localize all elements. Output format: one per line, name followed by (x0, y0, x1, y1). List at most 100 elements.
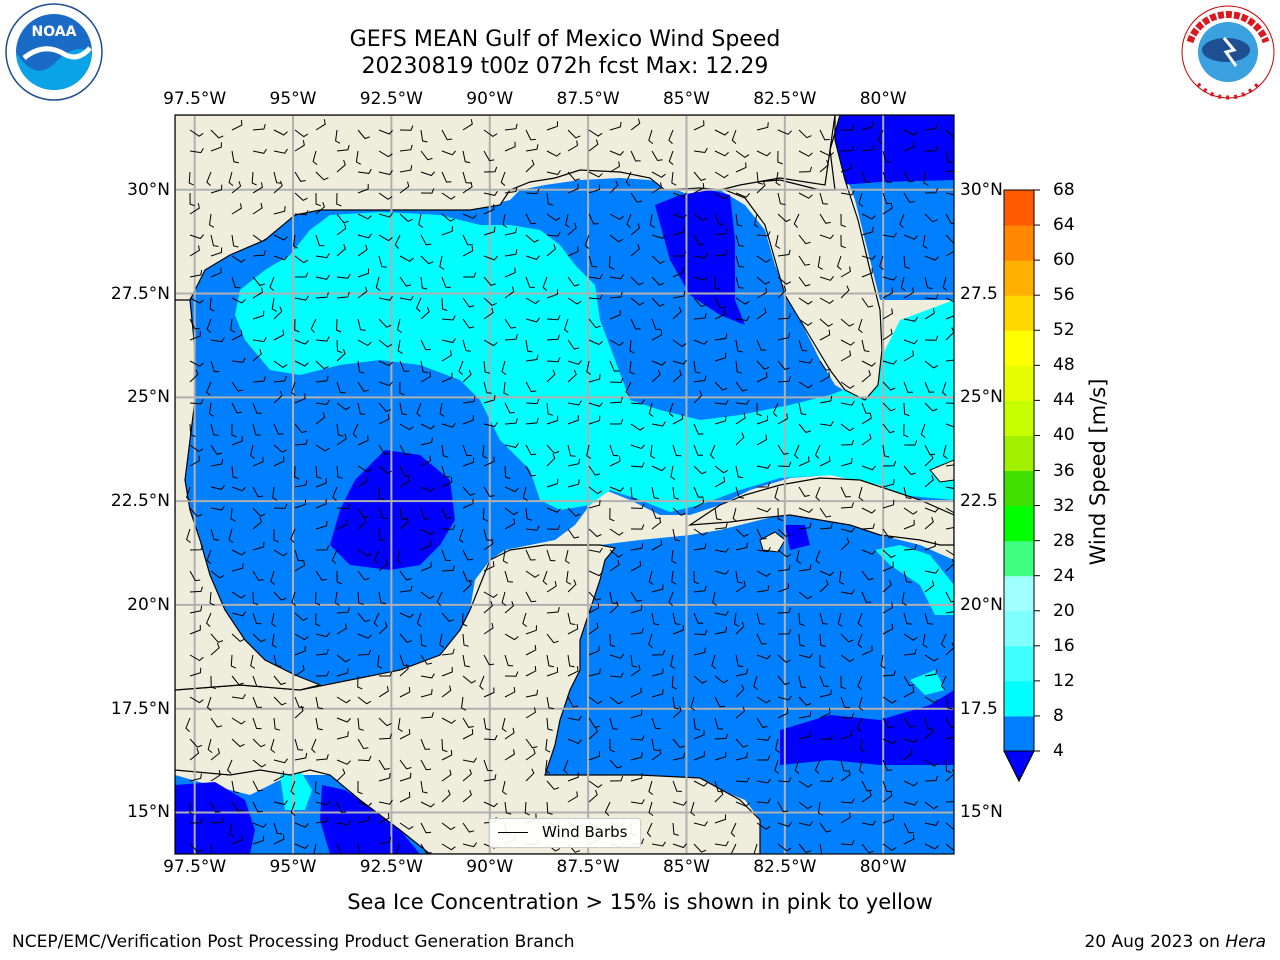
wind-barb (504, 249, 518, 257)
wind-barb (210, 234, 219, 247)
wind-barb (379, 671, 393, 677)
wind-barb (609, 591, 617, 605)
wind-barb (672, 192, 687, 198)
wind-barb (672, 738, 685, 749)
wind-barb (735, 255, 745, 268)
wind-barb (294, 318, 300, 333)
colorbar-segment (1004, 470, 1034, 507)
wind-barb (882, 381, 896, 391)
wind-barb (877, 129, 884, 144)
wind-barb (420, 561, 432, 572)
wind-barb (504, 418, 518, 425)
wind-barb (819, 654, 825, 669)
wind-barb (273, 390, 283, 404)
wind-barb (861, 413, 872, 425)
wind-barb (860, 738, 866, 753)
wind-barb (693, 647, 706, 656)
wind-barb (294, 192, 308, 202)
wind-barb (945, 297, 954, 303)
wind-barb (648, 402, 654, 418)
wind-barb (588, 139, 599, 152)
wind-barb (924, 516, 934, 530)
wind-barb (714, 249, 728, 257)
wind-barb (399, 276, 412, 287)
wind-barb (672, 413, 684, 425)
wind-barb (546, 633, 559, 644)
wind-barb (630, 444, 645, 450)
wind-barb (357, 129, 370, 140)
wind-barb (441, 789, 451, 803)
wind-barb (756, 798, 771, 804)
wind-barb (290, 801, 296, 816)
wind-barb (189, 773, 202, 782)
wind-barb (483, 276, 496, 286)
wind-barb (441, 738, 448, 753)
wind-barb (924, 335, 939, 341)
wind-barb (922, 633, 928, 648)
wind-barb (546, 231, 561, 237)
wind-barb (945, 843, 954, 852)
wind-barb (210, 336, 225, 343)
lon-tick-label: 97.5°W (163, 857, 227, 877)
wind-barb (567, 400, 582, 406)
wind-barb (357, 738, 369, 750)
wind-barb (336, 607, 350, 614)
wind-barb (672, 444, 682, 457)
wind-barb (777, 583, 789, 593)
colorbar-frame (1003, 189, 1035, 783)
wind-barb (315, 478, 327, 488)
wind-barb (546, 192, 554, 206)
wind-barb (714, 814, 727, 824)
wind-barb (378, 295, 393, 301)
wind-barb (420, 486, 435, 492)
wind-barb (672, 369, 682, 383)
wind-barb (756, 507, 771, 513)
wind-barb (714, 129, 729, 136)
calm-region-cayman (785, 525, 810, 550)
wind-barb (252, 349, 262, 362)
wind-barb (609, 444, 619, 457)
wind-barb (693, 390, 703, 404)
colorbar-level-label: 24 (1053, 565, 1075, 586)
wind-barb (693, 585, 707, 593)
wind-barb (777, 129, 792, 135)
colorbar-segment (1004, 260, 1034, 296)
wind-barb (882, 479, 895, 488)
wind-barb (504, 318, 516, 329)
lon-tick-label: 95°W (269, 89, 317, 109)
legend-label: Wind Barbs (542, 823, 628, 841)
wind-barb (525, 398, 540, 405)
wind-barb (819, 675, 829, 687)
wind-barb (357, 213, 372, 220)
wind-barb (882, 402, 896, 412)
wind-barb (229, 822, 235, 837)
wind-barb (399, 585, 413, 593)
wind-barb (378, 528, 386, 542)
wind-barb (777, 708, 789, 719)
wind-barb (693, 843, 707, 853)
wind-barb (546, 244, 556, 257)
wind-barb (462, 318, 475, 329)
wind-barb (861, 226, 874, 236)
wind-barb (714, 789, 724, 803)
wind-barb (819, 822, 832, 833)
wind-barb (231, 276, 241, 289)
wind-barb (231, 834, 243, 845)
wind-barb (861, 254, 876, 260)
wind-barb (882, 814, 894, 824)
wind-barb (903, 287, 915, 299)
lon-tick-label: 87.5°W (556, 857, 620, 877)
wind-barb (714, 476, 726, 488)
wind-barb (945, 170, 954, 173)
wind-barb (357, 843, 360, 854)
colorbar-segment (1004, 680, 1034, 717)
wind-barb (252, 822, 267, 828)
wind-barb (903, 350, 915, 362)
wind-barb (420, 360, 429, 374)
map-frame (174, 114, 955, 855)
wind-barb (588, 255, 598, 268)
wind-barb (648, 801, 654, 817)
chart-title: GEFS MEAN Gulf of Mexico Wind Speed (349, 27, 781, 52)
wind-barb (798, 339, 808, 352)
wind-barb (231, 402, 243, 414)
